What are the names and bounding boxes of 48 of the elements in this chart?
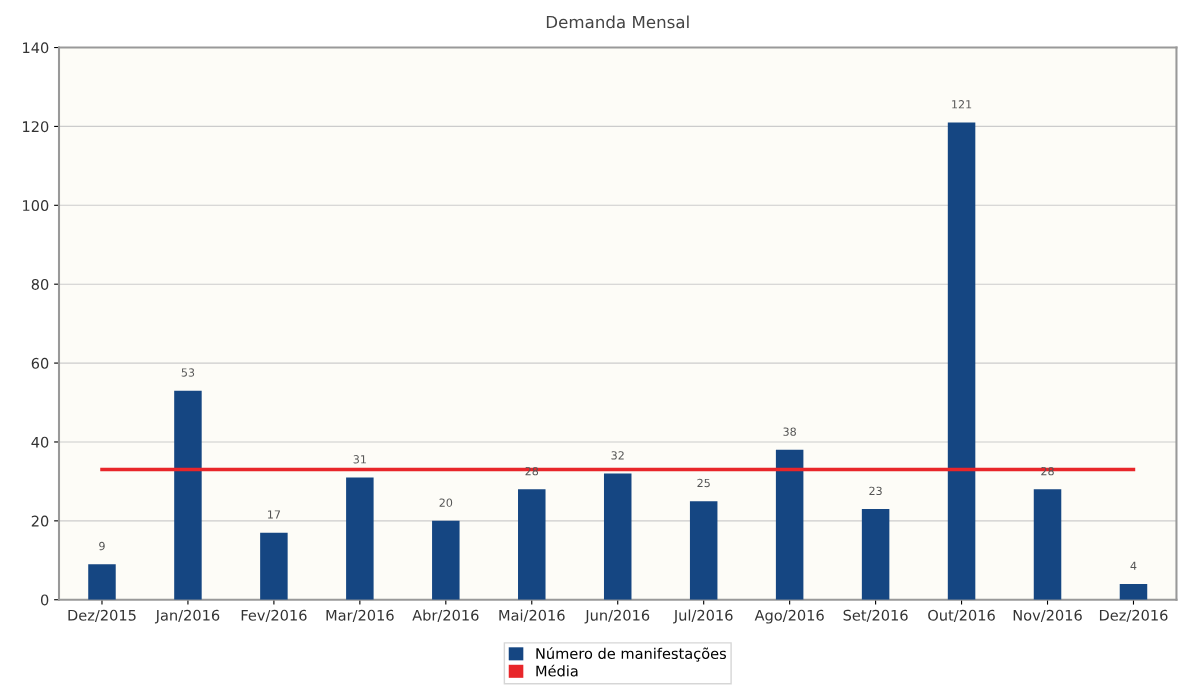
y-tick-label: 140	[23, 42, 49, 54]
bar	[861, 509, 890, 600]
x-tick-label: Dez/2016	[1099, 609, 1168, 622]
bar	[432, 520, 460, 600]
data-label: 31	[353, 455, 366, 464]
bar	[1033, 489, 1062, 600]
x-tick-label: Set/2016	[843, 609, 908, 622]
bar	[947, 122, 976, 600]
legend-label: Número de manifestações	[536, 647, 727, 662]
x-tick-label: Jan/2016	[154, 609, 220, 624]
y-tick-label: 20	[31, 515, 49, 527]
y-tick-label: 120	[23, 121, 49, 133]
y-tick-label: 80	[31, 278, 49, 290]
x-tick-label: Jul/2016	[673, 609, 733, 624]
x-tick-label: Mai/2016	[499, 609, 565, 622]
x-tick-label: Nov/2016	[1013, 609, 1082, 622]
data-label: 4	[1130, 561, 1137, 570]
data-label: 38	[783, 427, 796, 436]
bar	[346, 477, 374, 600]
bar	[518, 489, 546, 600]
data-label: 17	[268, 510, 281, 519]
data-label: 53	[181, 368, 195, 377]
y-tick-label: 60	[31, 357, 49, 369]
data-label: 32	[611, 451, 624, 460]
y-tick-label: 0	[40, 594, 49, 606]
data-label: 121	[952, 100, 972, 109]
bar	[174, 390, 202, 600]
legend-label: Média	[536, 664, 578, 677]
x-tick-label: Ago/2016	[754, 609, 824, 624]
chart-title: Demanda Mensal	[546, 15, 689, 29]
data-label: 25	[697, 478, 710, 488]
y-tick-label: 100	[23, 200, 49, 212]
bar	[689, 501, 718, 600]
data-label: 23	[869, 486, 882, 496]
data-label: 9	[99, 541, 105, 551]
data-label: 20	[439, 498, 453, 507]
x-tick-label: Abr/2016	[412, 609, 479, 622]
x-tick-label: Dez/2015	[68, 609, 136, 622]
bar	[260, 532, 288, 600]
bar	[775, 449, 804, 600]
bar	[1119, 583, 1148, 600]
x-tick-label: Jun/2016	[584, 609, 650, 624]
bar	[603, 473, 632, 600]
x-tick-label: Out/2016	[928, 609, 995, 622]
x-tick-label: Mar/2016	[326, 609, 394, 622]
x-tick-label: Fev/2016	[241, 609, 307, 622]
bar	[88, 564, 116, 600]
y-tick-label: 40	[31, 436, 49, 448]
